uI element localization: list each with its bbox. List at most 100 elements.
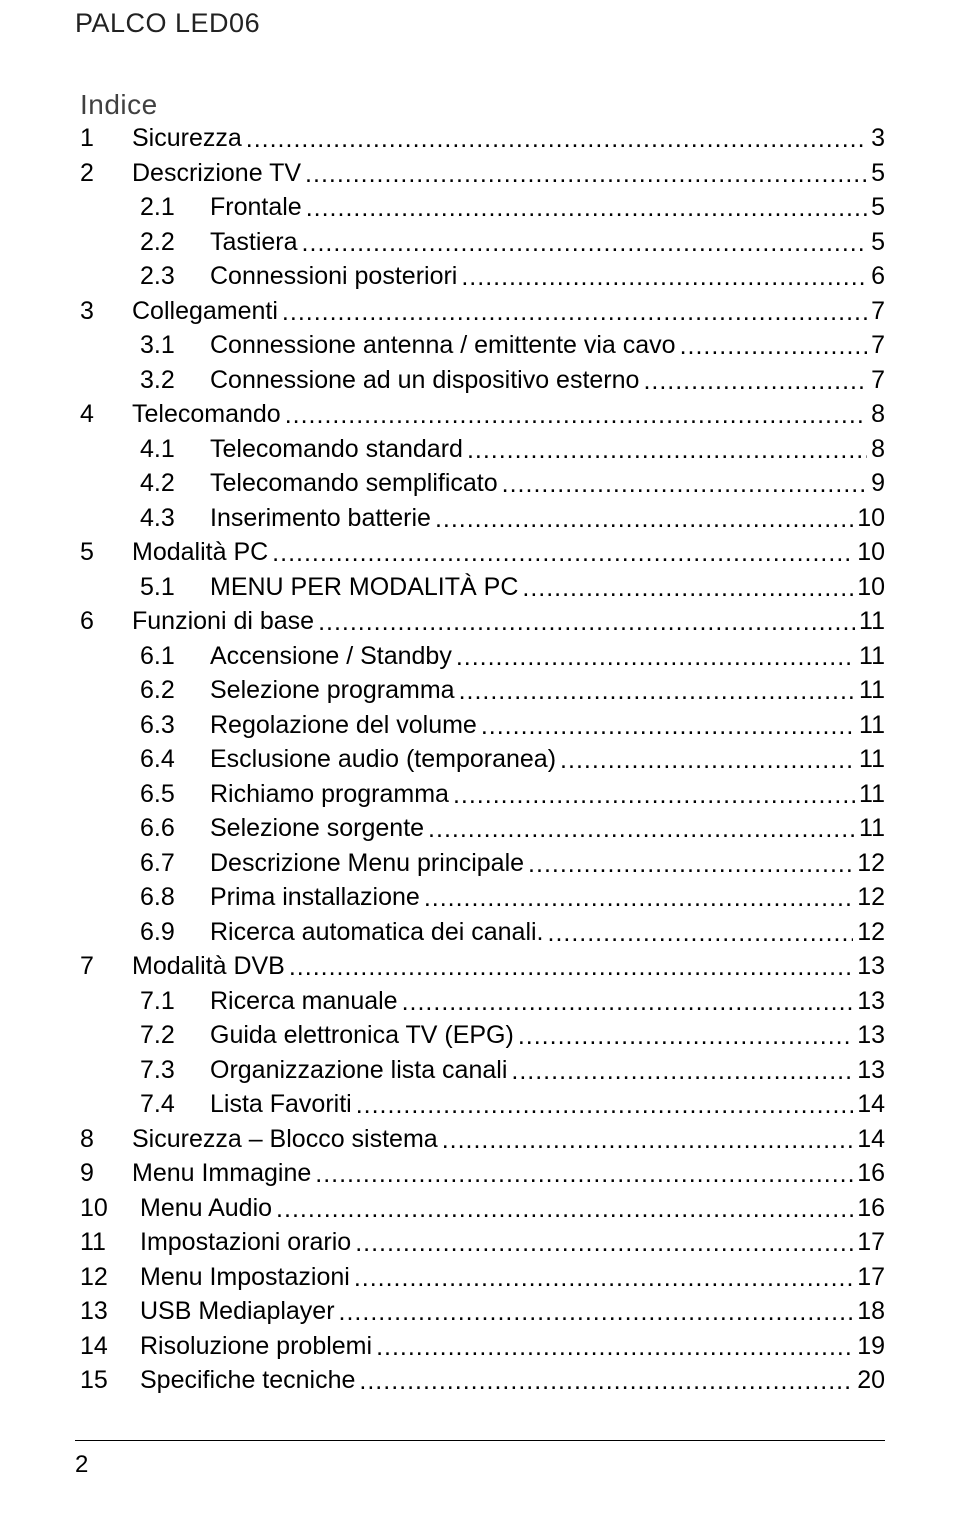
- toc-entry: 3Collegamenti...........................…: [80, 294, 885, 329]
- toc-entry-number: 6.8: [140, 880, 210, 915]
- toc-entry-page: 7: [867, 328, 885, 363]
- toc-entry: 6.1Accensione / Standby.................…: [140, 639, 885, 674]
- toc-leader-dots: ........................................…: [272, 536, 853, 571]
- toc-entry-label: Sicurezza: [132, 121, 246, 156]
- toc-leader-dots: ........................................…: [548, 916, 854, 951]
- document-header: PALCO LED06: [75, 8, 885, 39]
- toc-entry: 6.4Esclusione audio (temporanea)........…: [140, 742, 885, 777]
- toc-entry: 6.6Selezione sorgente...................…: [140, 811, 885, 846]
- toc-entry-label: Collegamenti: [132, 294, 282, 329]
- toc-entry-page: 5: [867, 190, 885, 225]
- toc-entry-page: 13: [853, 1018, 885, 1053]
- toc-entry-number: 2.1: [140, 190, 210, 225]
- toc-entry-label: Telecomando: [132, 397, 285, 432]
- toc-entry-label: Risoluzione problemi: [140, 1329, 376, 1364]
- toc-entry-page: 5: [867, 156, 885, 191]
- toc-entry: 6.3Regolazione del volume...............…: [140, 708, 885, 743]
- toc-entry-page: 12: [853, 915, 885, 950]
- toc-entry-number: 7.3: [140, 1053, 210, 1088]
- toc-entry-label: MENU PER MODALITÀ PC: [210, 570, 522, 605]
- toc-entry: 6Funzioni di base.......................…: [80, 604, 885, 639]
- toc-entry-label: Selezione sorgente: [210, 811, 428, 846]
- toc-leader-dots: ........................................…: [424, 881, 853, 916]
- toc-entry-page: 11: [855, 742, 885, 777]
- toc-entry-number: 2.2: [140, 225, 210, 260]
- toc-entry-label: Connessioni posteriori: [210, 259, 461, 294]
- toc-entry: 13USB Mediaplayer.......................…: [80, 1294, 885, 1329]
- toc-entry: 10Menu Audio............................…: [80, 1191, 885, 1226]
- toc-entry-page: 12: [853, 846, 885, 881]
- toc-entry: 7.4Lista Favoriti.......................…: [140, 1087, 885, 1122]
- toc-entry-page: 16: [853, 1191, 885, 1226]
- toc-entry: 6.7Descrizione Menu principale..........…: [140, 846, 885, 881]
- toc-entry-page: 14: [853, 1122, 885, 1157]
- toc-entry-label: Richiamo programma: [210, 777, 453, 812]
- toc-entry-label: Esclusione audio (temporanea): [210, 742, 560, 777]
- toc-entry-number: 6.2: [140, 673, 210, 708]
- toc-entry-label: Connessione ad un dispositivo esterno: [210, 363, 643, 398]
- toc-entry-page: 10: [853, 535, 885, 570]
- toc-entry-page: 11: [855, 777, 885, 812]
- toc-entry-page: 17: [853, 1260, 885, 1295]
- toc-entry-label: Guida elettronica TV (EPG): [210, 1018, 518, 1053]
- toc-leader-dots: ........................................…: [643, 364, 867, 399]
- toc-entry-label: Lista Favoriti: [210, 1087, 356, 1122]
- toc-leader-dots: ........................................…: [459, 674, 855, 709]
- toc-entry-number: 14: [80, 1329, 140, 1364]
- toc-entry-number: 6.4: [140, 742, 210, 777]
- toc-entry-page: 18: [853, 1294, 885, 1329]
- toc-entry: 8Sicurezza – Blocco sistema.............…: [80, 1122, 885, 1157]
- toc-entry-label: Telecomando standard: [210, 432, 467, 467]
- toc-entry-label: USB Mediaplayer: [140, 1294, 339, 1329]
- toc-leader-dots: ........................................…: [306, 191, 867, 226]
- toc-entry-number: 5: [80, 535, 132, 570]
- toc-entry-label: Ricerca automatica dei canali.: [210, 915, 548, 950]
- page-number: 2: [75, 1451, 885, 1479]
- toc-entry-number: 6.5: [140, 777, 210, 812]
- toc-entry-label: Sicurezza – Blocco sistema: [132, 1122, 442, 1157]
- toc-entry-page: 5: [867, 225, 885, 260]
- toc-entry-number: 3: [80, 294, 132, 329]
- toc-entry-page: 13: [853, 984, 885, 1019]
- toc-entry: 3.1Connessione antenna / emittente via c…: [140, 328, 885, 363]
- toc-entry-number: 4.2: [140, 466, 210, 501]
- toc-entry-label: Regolazione del volume: [210, 708, 481, 743]
- toc-entry-label: Descrizione Menu principale: [210, 846, 528, 881]
- toc-leader-dots: ........................................…: [339, 1295, 854, 1330]
- toc-leader-dots: ........................................…: [315, 1157, 853, 1192]
- toc-entry-label: Selezione programma: [210, 673, 459, 708]
- toc-entry-number: 7.1: [140, 984, 210, 1019]
- toc-entry-page: 20: [853, 1363, 885, 1398]
- toc-entry: 5Modalità PC............................…: [80, 535, 885, 570]
- toc-entry-label: Specifiche tecniche: [140, 1363, 359, 1398]
- toc-leader-dots: ........................................…: [289, 950, 853, 985]
- toc-leader-dots: ........................................…: [453, 778, 855, 813]
- toc-entry-page: 7: [867, 363, 885, 398]
- toc-entry-number: 6: [80, 604, 132, 639]
- toc-entry-number: 4: [80, 397, 132, 432]
- toc-entry-label: Accensione / Standby: [210, 639, 456, 674]
- toc-entry-label: Connessione antenna / emittente via cavo: [210, 328, 680, 363]
- toc-entry-number: 4.3: [140, 501, 210, 536]
- toc-leader-dots: ........................................…: [318, 605, 855, 640]
- toc-leader-dots: ........................................…: [276, 1192, 853, 1227]
- toc-entry-number: 2.3: [140, 259, 210, 294]
- toc-entry: 4.3Inserimento batterie.................…: [140, 501, 885, 536]
- document-page: PALCO LED06 Indice 1Sicurezza...........…: [0, 0, 960, 1539]
- toc-entry-page: 10: [853, 570, 885, 605]
- toc-entry-number: 8: [80, 1122, 132, 1157]
- toc-entry: 6.8Prima installazione..................…: [140, 880, 885, 915]
- toc-entry-page: 17: [853, 1225, 885, 1260]
- toc-entry-number: 11: [80, 1225, 140, 1260]
- toc-leader-dots: ........................................…: [518, 1019, 853, 1054]
- toc-entry-number: 7.2: [140, 1018, 210, 1053]
- toc-title: Indice: [80, 89, 885, 121]
- toc-leader-dots: ........................................…: [502, 467, 867, 502]
- toc-entry-number: 15: [80, 1363, 140, 1398]
- toc-body: 1Sicurezza..............................…: [80, 121, 885, 1398]
- toc-entry-label: Menu Audio: [140, 1191, 276, 1226]
- toc-entry-number: 6.9: [140, 915, 210, 950]
- toc-entry-page: 7: [867, 294, 885, 329]
- toc-entry-label: Inserimento batterie: [210, 501, 435, 536]
- toc-leader-dots: ........................................…: [456, 640, 855, 675]
